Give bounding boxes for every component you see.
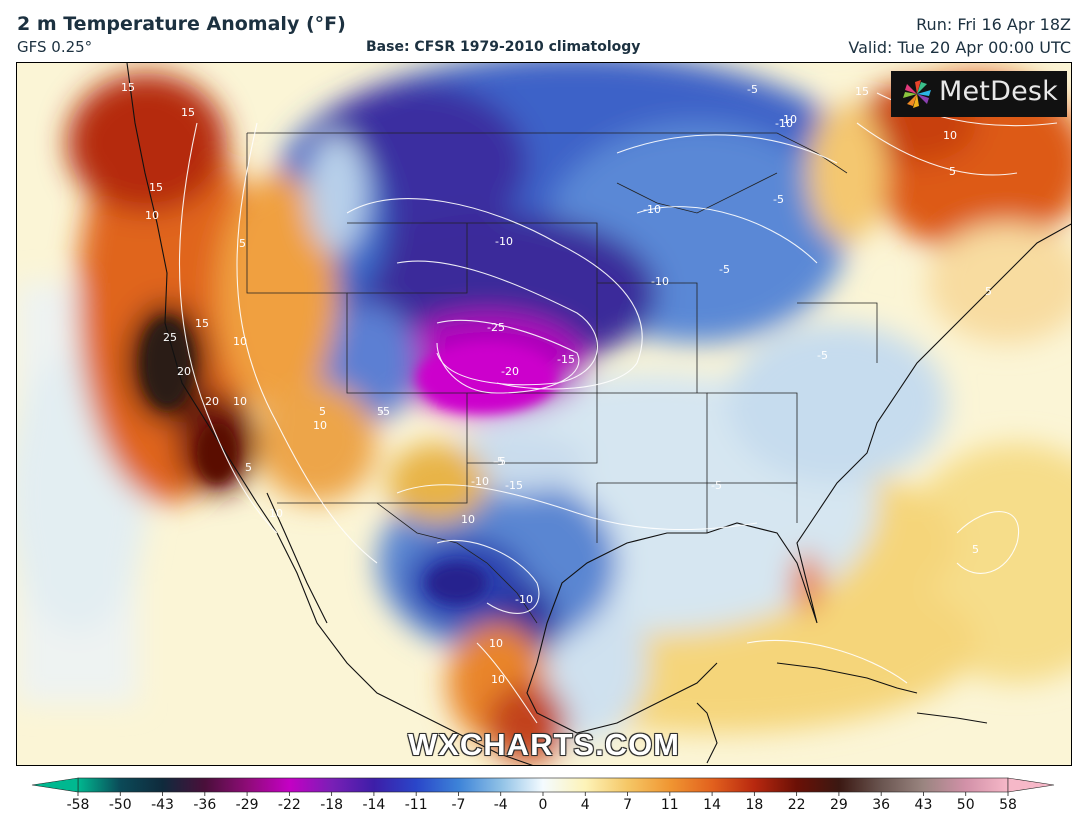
colorbar-tick-label: -4 (493, 797, 508, 813)
contour-label: -15 (557, 353, 575, 366)
contour-label: -5 (773, 193, 784, 206)
colorbar-tick-label: 7 (623, 797, 632, 813)
contour-label-group: 15 15 15 10 5 25 20 20 10 15 10 10 5 10 … (121, 81, 992, 686)
contour-label: 5 (972, 543, 979, 556)
colorbar-tick-label: 50 (956, 797, 975, 813)
color-scale (0, 770, 1088, 833)
contour-label: 10 (233, 395, 247, 408)
map-canvas: 15 15 15 10 5 25 20 20 10 15 10 10 5 10 … (17, 63, 1071, 765)
contour-label: 5 (319, 405, 326, 418)
colorbar-tick-label: -58 (66, 797, 90, 813)
base-climatology-label: Base: CFSR 1979-2010 climatology (366, 39, 641, 55)
contour-label: 20 (205, 395, 219, 408)
contour-label: 5 (239, 237, 246, 250)
colorbar-tick-label: 36 (872, 797, 891, 813)
coastlines (126, 63, 1071, 765)
colorbar-tick-label: 0 (538, 797, 548, 813)
model-label: GFS 0.25° (17, 38, 93, 56)
chart-title: 2 m Temperature Anomaly (°F) (17, 13, 346, 35)
colorbar-tick-label: -22 (277, 797, 301, 813)
metdesk-logo: MetDesk (891, 71, 1067, 117)
colorbar-tick-label: -36 (193, 797, 217, 813)
borders (246, 132, 878, 624)
contour-label: -5 (493, 455, 504, 468)
colorbar-tick-label: -29 (235, 797, 259, 813)
colorbar-tick-label: -11 (404, 797, 428, 813)
contour-label: -5 (719, 263, 730, 276)
valid-time-label: Valid: Tue 20 Apr 00:00 UTC (848, 38, 1071, 57)
colorbar-tick-label: 18 (745, 797, 764, 813)
contour-label: -20 (501, 365, 519, 378)
contour-label: 15 (855, 85, 869, 98)
anomaly-field (17, 63, 1071, 763)
run-time-label: Run: Fri 16 Apr 18Z (916, 15, 1071, 34)
anomaly-core (142, 318, 557, 603)
colorbar (31, 777, 1055, 796)
contour-label: 10 (269, 507, 283, 520)
contour-label: 5 (949, 165, 956, 178)
colorbar-tick-label: 11 (660, 797, 679, 813)
contour-label: 10 (491, 673, 505, 686)
colorbar-min-arrow (31, 777, 79, 793)
contour-label: 10 (233, 335, 247, 348)
contour-label: 10 (145, 209, 159, 222)
contour-label: -10 (779, 113, 797, 126)
colorbar-tick-label: 4 (580, 797, 590, 813)
colorbar-tick-label: -14 (362, 797, 386, 813)
colorbar-tick-label: 22 (787, 797, 806, 813)
contour-label: 10 (489, 637, 503, 650)
colorbar-tick-label: 58 (999, 797, 1017, 813)
contour-label: 10 (313, 419, 327, 432)
colorbar-tick-label: -7 (451, 797, 466, 813)
contour-label: -10 (643, 203, 661, 216)
contour-label: -5 (711, 479, 722, 492)
pinwheel-icon (903, 80, 931, 108)
contour-label: 15 (149, 181, 163, 194)
contour-label: 5 (985, 285, 992, 298)
contour-label: -10 (495, 235, 513, 248)
colorbar-tick-label: -43 (151, 797, 174, 813)
logo-text: MetDesk (939, 76, 1058, 107)
contour-label: -5 (747, 83, 758, 96)
colorbar-tick-label: -18 (320, 797, 344, 813)
colorbar-tick-label: 14 (703, 797, 721, 813)
contour-label: 5 (245, 461, 252, 474)
colorbar-tick-label: -50 (108, 797, 132, 813)
contour-label: -10 (471, 475, 489, 488)
colorbar-tick-label: 29 (829, 797, 848, 813)
anomaly-map: 15 15 15 10 5 25 20 20 10 15 10 10 5 10 … (16, 62, 1072, 766)
contour-label: -5 (379, 405, 390, 418)
contour-label: -5 (495, 455, 506, 468)
contour-label: 10 (461, 513, 475, 526)
colorbar-gradient (77, 777, 1009, 793)
contour-label: 15 (121, 81, 135, 94)
contour-label: -10 (515, 593, 533, 606)
colorbar-max-arrow (1007, 777, 1055, 793)
contour-label: 10 (943, 129, 957, 142)
contour-label: -15 (505, 479, 523, 492)
contour-label: 15 (195, 317, 209, 330)
contour-label: 15 (181, 106, 195, 119)
contour-label: -25 (487, 321, 505, 334)
contour-label: 5 (377, 405, 384, 418)
watermark: WXCHARTS.COM (407, 727, 681, 762)
contour-label: -10 (651, 275, 669, 288)
contour-label: 25 (163, 331, 177, 344)
contour-label: -5 (817, 349, 828, 362)
contour-label: 20 (177, 365, 191, 378)
contour-label: -10 (775, 117, 793, 130)
colorbar-tick-label: 43 (914, 797, 933, 813)
